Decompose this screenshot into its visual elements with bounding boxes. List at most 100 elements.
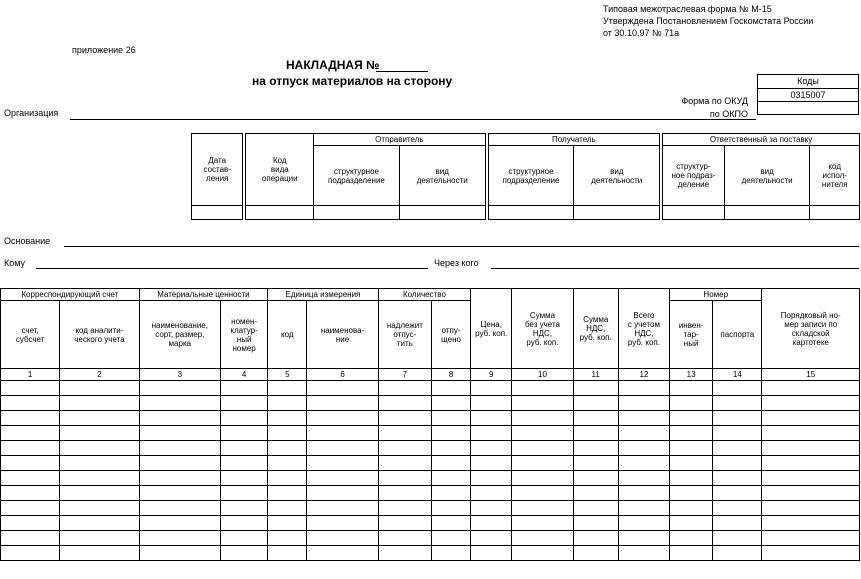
table-cell[interactable]	[430, 455, 472, 471]
table-cell[interactable]	[761, 440, 860, 456]
table-cell[interactable]	[712, 425, 763, 441]
table-cell[interactable]	[377, 410, 432, 426]
table-cell[interactable]	[669, 395, 714, 411]
table-cell[interactable]	[430, 380, 472, 396]
okud-code-cell[interactable]: 0315007	[757, 88, 859, 102]
through-whom-line[interactable]	[491, 268, 859, 269]
table-cell[interactable]	[0, 545, 61, 561]
table-cell[interactable]	[669, 440, 714, 456]
table-cell[interactable]	[59, 380, 140, 396]
table-cell[interactable]	[617, 395, 671, 411]
table-cell[interactable]	[761, 425, 860, 441]
sender-struct-cell[interactable]	[313, 205, 400, 220]
table-cell[interactable]	[617, 500, 671, 516]
table-cell[interactable]	[761, 500, 860, 516]
table-cell[interactable]	[306, 380, 379, 396]
table-cell[interactable]	[219, 455, 269, 471]
table-cell[interactable]	[267, 425, 308, 441]
table-cell[interactable]	[219, 425, 269, 441]
table-cell[interactable]	[572, 410, 619, 426]
table-cell[interactable]	[377, 470, 432, 486]
table-cell[interactable]	[219, 395, 269, 411]
table-cell[interactable]	[219, 485, 269, 501]
table-cell[interactable]	[511, 380, 574, 396]
table-cell[interactable]	[59, 395, 140, 411]
resp-activity-cell[interactable]	[723, 205, 811, 220]
table-cell[interactable]	[377, 485, 432, 501]
table-cell[interactable]	[572, 440, 619, 456]
table-cell[interactable]	[470, 470, 513, 486]
table-cell[interactable]	[470, 500, 513, 516]
table-cell[interactable]	[761, 545, 860, 561]
table-cell[interactable]	[377, 455, 432, 471]
doc-number-line[interactable]	[376, 71, 428, 72]
organization-line[interactable]	[70, 119, 756, 120]
table-cell[interactable]	[59, 425, 140, 441]
table-cell[interactable]	[430, 500, 472, 516]
table-cell[interactable]	[0, 455, 61, 471]
table-cell[interactable]	[617, 485, 671, 501]
table-cell[interactable]	[0, 380, 61, 396]
table-cell[interactable]	[712, 500, 763, 516]
table-cell[interactable]	[617, 440, 671, 456]
table-cell[interactable]	[306, 470, 379, 486]
table-cell[interactable]	[138, 485, 222, 501]
table-cell[interactable]	[617, 380, 671, 396]
table-cell[interactable]	[572, 485, 619, 501]
table-cell[interactable]	[761, 395, 860, 411]
table-cell[interactable]	[138, 545, 222, 561]
table-cell[interactable]	[669, 485, 714, 501]
table-cell[interactable]	[511, 530, 574, 546]
table-cell[interactable]	[430, 425, 472, 441]
table-cell[interactable]	[59, 515, 140, 531]
table-cell[interactable]	[712, 395, 763, 411]
table-cell[interactable]	[712, 545, 763, 561]
table-cell[interactable]	[470, 485, 513, 501]
table-cell[interactable]	[306, 440, 379, 456]
table-cell[interactable]	[138, 425, 222, 441]
table-cell[interactable]	[59, 410, 140, 426]
table-cell[interactable]	[572, 455, 619, 471]
okpo-code-cell[interactable]	[757, 101, 859, 115]
table-cell[interactable]	[761, 515, 860, 531]
resp-struct-cell[interactable]	[662, 205, 725, 220]
receiver-struct-cell[interactable]	[487, 205, 575, 220]
basis-line[interactable]	[64, 246, 859, 247]
table-cell[interactable]	[219, 500, 269, 516]
table-cell[interactable]	[267, 500, 308, 516]
table-cell[interactable]	[138, 470, 222, 486]
table-cell[interactable]	[470, 530, 513, 546]
table-cell[interactable]	[267, 530, 308, 546]
to-whom-line[interactable]	[36, 268, 428, 269]
table-cell[interactable]	[0, 485, 61, 501]
table-cell[interactable]	[267, 440, 308, 456]
table-cell[interactable]	[430, 410, 472, 426]
table-cell[interactable]	[306, 455, 379, 471]
table-cell[interactable]	[430, 470, 472, 486]
executor-code-cell[interactable]	[809, 205, 860, 220]
table-cell[interactable]	[712, 485, 763, 501]
table-cell[interactable]	[267, 470, 308, 486]
table-cell[interactable]	[430, 530, 472, 546]
table-cell[interactable]	[572, 545, 619, 561]
table-cell[interactable]	[219, 515, 269, 531]
op-code-cell[interactable]	[245, 205, 315, 220]
table-cell[interactable]	[0, 515, 61, 531]
table-cell[interactable]	[138, 500, 222, 516]
table-cell[interactable]	[219, 380, 269, 396]
table-cell[interactable]	[617, 425, 671, 441]
table-cell[interactable]	[306, 530, 379, 546]
table-cell[interactable]	[0, 395, 61, 411]
table-cell[interactable]	[470, 425, 513, 441]
table-cell[interactable]	[219, 440, 269, 456]
table-cell[interactable]	[138, 410, 222, 426]
table-cell[interactable]	[306, 410, 379, 426]
table-cell[interactable]	[511, 410, 574, 426]
table-cell[interactable]	[470, 440, 513, 456]
table-cell[interactable]	[0, 500, 61, 516]
table-cell[interactable]	[669, 425, 714, 441]
table-cell[interactable]	[138, 530, 222, 546]
table-cell[interactable]	[511, 395, 574, 411]
table-cell[interactable]	[430, 440, 472, 456]
table-cell[interactable]	[511, 440, 574, 456]
